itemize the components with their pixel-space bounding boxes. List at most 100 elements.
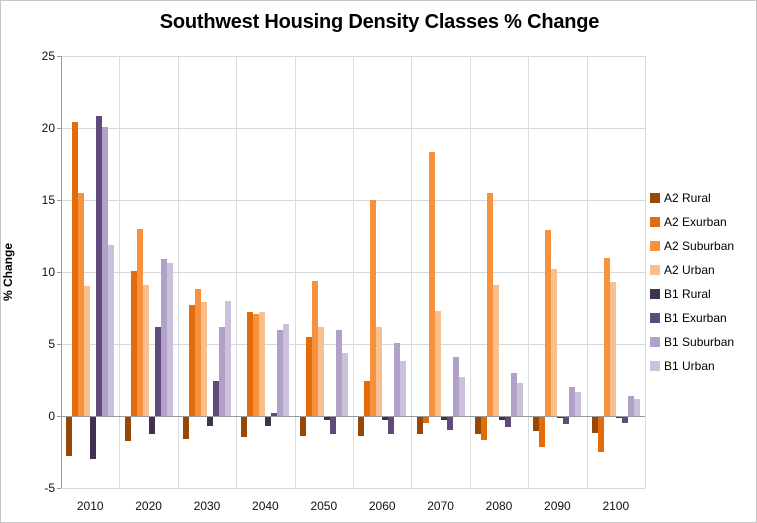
legend-entry: B1 Rural bbox=[650, 286, 734, 301]
bar-a2-exurban-2040 bbox=[247, 312, 254, 417]
y-tick-label: -5 bbox=[44, 481, 55, 495]
bar-a2-exurban-2080 bbox=[481, 417, 487, 440]
bar-a2-exurban-2070 bbox=[422, 417, 429, 423]
x-tick-label: 2070 bbox=[427, 499, 454, 513]
y-tick-label: 0 bbox=[48, 409, 55, 423]
bar-a2-rural-2020 bbox=[124, 417, 131, 441]
y-axis-line bbox=[61, 56, 62, 488]
y-tick-mark bbox=[57, 128, 61, 129]
bar-b1-suburban-2070 bbox=[452, 356, 459, 416]
x-tick-label: 2020 bbox=[135, 499, 162, 513]
bar-b1-suburban-2020 bbox=[160, 259, 167, 417]
bar-b1-urban-2100 bbox=[633, 398, 640, 416]
y-tick-label: 5 bbox=[48, 337, 55, 351]
bar-a2-exurban-2060 bbox=[364, 381, 371, 417]
y-tick-label: 15 bbox=[41, 193, 55, 207]
category-gridline bbox=[119, 56, 121, 488]
bar-b1-exurban-2070 bbox=[446, 417, 453, 430]
legend-entry: A2 Rural bbox=[650, 190, 734, 205]
chart-title: Southwest Housing Density Classes % Chan… bbox=[159, 11, 600, 33]
bar-b1-urban-2060 bbox=[400, 361, 407, 417]
y-tick-mark bbox=[57, 272, 61, 273]
bar-b1-urban-2010 bbox=[108, 244, 115, 416]
bar-a2-urban-2060 bbox=[376, 326, 383, 416]
bar-b1-exurban-2020 bbox=[154, 326, 161, 416]
bar-a2-exurban-2020 bbox=[130, 270, 137, 416]
bar-a2-suburban-2010 bbox=[78, 192, 85, 416]
category-gridline bbox=[353, 56, 354, 488]
bar-b1-urban-2050 bbox=[341, 352, 348, 416]
category-gridline bbox=[528, 56, 530, 488]
y-tick-mark bbox=[57, 488, 61, 489]
bar-a2-suburban-2060 bbox=[370, 200, 377, 416]
legend-swatch-icon bbox=[650, 360, 660, 371]
bar-a2-urban-2040 bbox=[259, 312, 266, 417]
bar-b1-rural-2050 bbox=[323, 417, 330, 420]
legend-label: B1 Exurban bbox=[664, 310, 727, 325]
y-tick-mark bbox=[57, 56, 61, 57]
y-tick-mark bbox=[57, 416, 61, 417]
bar-b1-suburban-2030 bbox=[219, 326, 225, 416]
legend-entry: A2 Suburban bbox=[650, 238, 735, 253]
x-tick-label: 2080 bbox=[485, 499, 513, 513]
legend-label: A2 Suburban bbox=[664, 238, 735, 253]
bar-b1-urban-2090 bbox=[575, 391, 582, 416]
x-tick-label: 2090 bbox=[544, 499, 571, 513]
y-tick-label: 10 bbox=[41, 265, 55, 279]
x-tick-label: 2040 bbox=[252, 499, 279, 513]
legend-swatch-icon bbox=[650, 288, 660, 299]
bar-a2-urban-2090 bbox=[551, 269, 558, 417]
bar-b1-exurban-2080 bbox=[505, 417, 511, 427]
bar-b1-rural-2100 bbox=[615, 417, 622, 418]
category-gridline bbox=[586, 56, 588, 488]
bar-b1-urban-2030 bbox=[225, 300, 231, 416]
bar-a2-rural-2070 bbox=[416, 417, 423, 434]
bar-a2-urban-2100 bbox=[609, 282, 616, 417]
legend-label: B1 Rural bbox=[664, 286, 711, 301]
bar-a2-urban-2030 bbox=[201, 302, 207, 417]
bar-b1-urban-2070 bbox=[458, 377, 465, 417]
category-gridline bbox=[236, 56, 238, 488]
y-tick-mark bbox=[57, 344, 61, 345]
x-tick-label: 2030 bbox=[193, 499, 221, 513]
bar-a2-exurban-2050 bbox=[305, 336, 312, 416]
legend-swatch-icon bbox=[650, 240, 660, 251]
gridline bbox=[61, 488, 645, 489]
category-gridline bbox=[469, 56, 471, 488]
bar-a2-suburban-2070 bbox=[428, 152, 435, 417]
bar-a2-suburban-2030 bbox=[195, 289, 201, 417]
bar-b1-exurban-2090 bbox=[563, 417, 570, 424]
bar-a2-rural-2040 bbox=[241, 417, 248, 437]
category-gridline bbox=[645, 56, 646, 488]
bar-b1-suburban-2080 bbox=[511, 372, 517, 416]
legend-label: B1 Urban bbox=[664, 358, 715, 373]
x-tick-label: 2100 bbox=[602, 499, 630, 513]
x-tick-label: 2060 bbox=[368, 499, 396, 513]
legend-label: A2 Urban bbox=[664, 262, 715, 277]
bar-a2-urban-2070 bbox=[434, 310, 441, 416]
bar-b1-urban-2020 bbox=[166, 263, 173, 417]
bar-a2-exurban-2100 bbox=[597, 417, 604, 452]
bar-a2-rural-2030 bbox=[183, 417, 189, 439]
bar-b1-urban-2040 bbox=[283, 323, 290, 416]
legend-entry: B1 Urban bbox=[650, 358, 734, 373]
bar-b1-exurban-2010 bbox=[96, 116, 103, 417]
legend-entry: A2 Exurban bbox=[650, 215, 734, 229]
bar-b1-suburban-2050 bbox=[335, 329, 342, 416]
y-tick-label: 20 bbox=[41, 121, 55, 135]
legend: A2 Rural A2 Exurban A2 Suburban A2 Urban B1 … bbox=[650, 191, 734, 383]
bar-b1-exurban-2100 bbox=[621, 417, 628, 423]
y-tick-mark bbox=[57, 200, 61, 201]
legend-label: A2 Rural bbox=[664, 190, 711, 205]
bar-b1-rural-2020 bbox=[148, 417, 155, 434]
legend-swatch-icon bbox=[650, 192, 660, 203]
bar-a2-suburban-2040 bbox=[253, 313, 260, 416]
bar-a2-suburban-2050 bbox=[311, 280, 318, 416]
bar-a2-urban-2010 bbox=[84, 286, 91, 417]
bar-a2-suburban-2090 bbox=[545, 230, 552, 417]
legend-swatch-icon bbox=[650, 264, 660, 275]
bar-b1-suburban-2010 bbox=[102, 126, 109, 416]
bar-b1-rural-2030 bbox=[207, 417, 213, 426]
bar-a2-rural-2050 bbox=[299, 417, 306, 436]
